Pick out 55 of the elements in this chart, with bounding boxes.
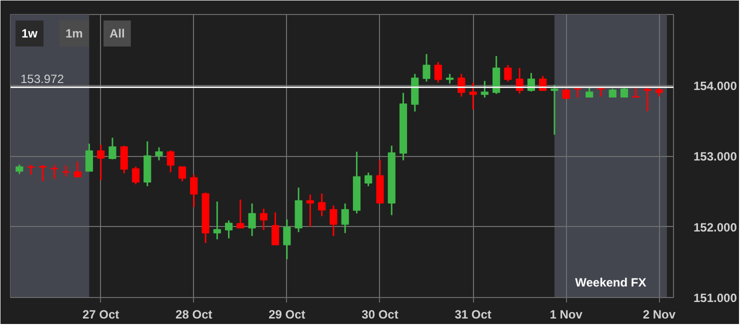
candlestick (85, 142, 93, 172)
candlestick (469, 82, 477, 110)
candlestick (446, 73, 454, 84)
y-tick-label: 154.000 (694, 78, 738, 93)
x-tick-label: 31 Oct (454, 308, 492, 322)
candlestick (190, 174, 198, 208)
candlestick (422, 53, 430, 82)
candlestick (120, 144, 128, 174)
candlestick (644, 85, 652, 112)
x-tick-label: 2 Nov (642, 308, 676, 322)
annotation: All (110, 26, 125, 40)
y-tick-label: 152.000 (694, 220, 738, 234)
candlestick (166, 150, 174, 174)
candlestick (480, 80, 488, 98)
x-tick-label: 28 Oct (176, 308, 212, 322)
candlestick (550, 84, 558, 136)
candlestick (330, 204, 338, 237)
candlestick (74, 160, 82, 178)
candlestick (224, 220, 233, 240)
ref-line-label: 153.972 (20, 72, 64, 86)
candlestick (155, 146, 163, 162)
candlestick (655, 86, 663, 98)
x-tick-label: 30 Oct (362, 308, 398, 322)
candlestick (458, 73, 466, 98)
annotation: 1m (66, 26, 83, 40)
candlestick (132, 166, 140, 185)
candlestick (213, 200, 221, 240)
candlestick (178, 166, 186, 182)
candlestick (97, 144, 105, 182)
candlestick (272, 212, 280, 246)
x-tick-label: 1 Nov (550, 308, 583, 322)
candlestick (504, 64, 512, 82)
candlestick (248, 202, 256, 237)
band-label: Weekend FX (575, 276, 646, 290)
x-tick-label: 29 Oct (268, 308, 306, 322)
candlestick (364, 172, 372, 187)
y-tick-label: 151.000 (694, 291, 738, 305)
x-tick-label: 27 Oct (82, 308, 120, 322)
candlestick (16, 164, 24, 175)
candlestick (38, 164, 46, 182)
candlestick (620, 87, 628, 98)
candlestick (108, 136, 116, 160)
candlestick (50, 164, 58, 180)
y-tick-label: 153.000 (694, 150, 738, 164)
candlestick (236, 198, 244, 229)
candlestick (562, 88, 570, 100)
candlestick (283, 218, 291, 260)
candlestick (341, 202, 349, 234)
candlestick (260, 208, 268, 231)
candlestick (306, 194, 314, 228)
candlestick (434, 61, 442, 84)
candlestick (632, 87, 640, 98)
candlestick (318, 192, 326, 217)
annotation: 1w (22, 26, 38, 40)
candlestick (586, 87, 594, 98)
